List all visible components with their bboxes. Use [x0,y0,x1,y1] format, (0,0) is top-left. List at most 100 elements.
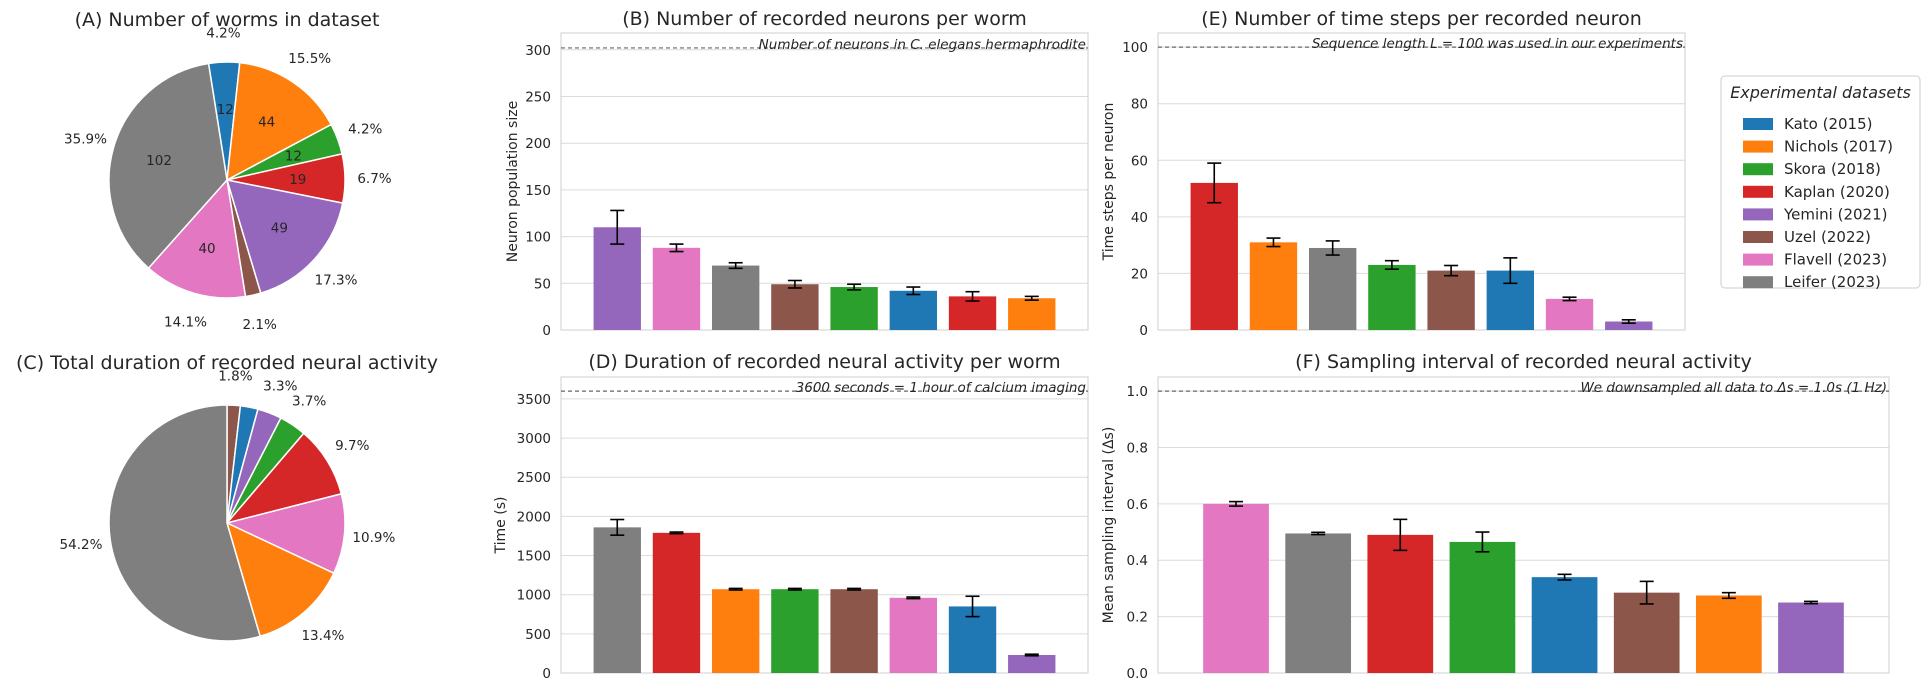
pie-percent-label: 4.2% [348,122,382,138]
legend-item-label: Nichols (2017) [1784,138,1893,156]
legend-item-label: Flavell (2023) [1784,251,1887,269]
legend-swatch [1743,276,1773,289]
pie-percent-label: 17.3% [315,272,358,288]
bar [771,589,819,673]
bar [948,296,997,330]
legend-swatch [1743,140,1773,153]
plot-frame [1157,376,1890,674]
legend-swatch [1743,118,1773,130]
bar-chart-time-steps: (E) Number of time steps per recorded ne… [1101,8,1686,339]
pie-percent-label: 13.4% [301,628,344,644]
pie-percent-label: 10.9% [352,530,395,546]
bar [830,287,878,330]
bar [771,284,819,330]
bar [889,290,938,330]
y-tick-label: 500 [525,627,551,643]
pie-percent-label: 14.1% [164,315,207,331]
reference-note: We downsampled all data to Δs = 1.0s (1 … [1580,380,1887,396]
pie-slice [225,521,335,638]
bar [889,597,938,673]
pie-percent-label: 1.8% [218,369,252,385]
legend-item-label: Kato (2015) [1784,115,1872,133]
y-tick-label: 1.0 [1127,384,1148,400]
legend: Experimental datasets Kato (2015) Nichols … [1720,75,1921,291]
bar [1695,595,1762,673]
y-tick-label: 100 [1122,40,1148,56]
pie-percent-label: 3.3% [263,378,297,394]
pie-slice [108,62,228,270]
bar-chart-neurons-per-worm: (B) Number of recorded neurons per worm 0… [505,8,1089,339]
y-tick-label: 300 [525,43,551,59]
y-tick-label: 2000 [517,509,551,525]
pie-slice [224,492,346,575]
bar [948,606,997,673]
pie-percent-label: 6.7% [357,171,391,187]
legend-swatch [1743,185,1773,198]
pie-percent-label: 2.1% [243,317,277,333]
bar [830,589,878,673]
pie-percent-label: 35.9% [64,131,107,147]
reference-note: Number of neurons in C. elegans hermaphr… [759,37,1086,53]
bar [1190,182,1238,330]
pie-count-label: 44 [258,114,275,130]
y-tick-label: 100 [525,230,551,246]
pie-slice [226,61,333,182]
pie-percent-label: 9.7% [335,438,369,454]
y-tick-label: 0.6 [1127,497,1148,513]
bar [1008,298,1056,330]
y-tick-label: 0 [1139,323,1148,339]
legend-item-label: Skora (2018) [1784,160,1881,178]
chart-title: (C) Total duration of recorded neural ac… [16,352,438,374]
chart-title: (F) Sampling interval of recorded neural… [1295,351,1752,373]
y-axis-label: Time steps per neuron [1101,103,1117,262]
y-tick-label: 60 [1131,153,1148,169]
pie-percent-label: 15.5% [288,51,331,67]
pie-percent-label: 3.7% [292,394,326,410]
y-tick-label: 150 [525,183,551,199]
plot-frame [560,376,1089,674]
y-tick-label: 3500 [517,392,551,408]
plot-frame [1157,32,1686,331]
y-tick-label: 0.2 [1127,610,1148,626]
reference-note: 3600 seconds = 1 hour of calcium imaging [796,380,1087,396]
y-tick-label: 50 [534,276,551,292]
pie-chart-worms: (A) Number of worms in dataset4.2%1215.5… [64,9,392,333]
bar [1427,270,1475,330]
chart-title: (A) Number of worms in dataset [75,9,380,31]
pie-chart-total-duration: (C) Total duration of recorded neural ac… [16,352,438,644]
bar-chart-duration-per-worm: (D) Duration of recorded neural activity… [493,351,1089,682]
y-axis-label: Mean sampling interval (Δs) [1101,427,1117,624]
y-tick-label: 0 [542,666,551,682]
legend-swatch [1743,231,1773,243]
legend-swatch [1743,253,1773,266]
y-tick-label: 250 [525,90,551,106]
bar [711,265,760,330]
y-tick-label: 3000 [517,431,551,447]
bar [1613,592,1680,673]
bar [593,527,641,673]
bar [1249,242,1298,330]
bar [1531,577,1598,673]
y-tick-label: 40 [1131,210,1148,226]
bar [652,532,701,673]
pie-percent-label: 54.2% [60,537,103,553]
pie-slice [225,179,344,295]
pie-count-label: 19 [289,172,306,188]
y-tick-label: 0 [542,323,551,339]
legend-item-label: Leifer (2023) [1784,273,1881,291]
y-tick-label: 1000 [517,588,551,604]
bar [1367,534,1434,673]
bar [1778,602,1844,673]
pie-count-label: 40 [198,241,215,257]
bar [1285,533,1352,673]
legend-item-label: Kaplan (2020) [1784,183,1890,201]
y-tick-label: 0.8 [1127,440,1148,456]
y-axis-label: Time (s) [493,497,509,555]
legend-title: Experimental datasets [1730,83,1911,102]
chart-title: (D) Duration of recorded neural activity… [588,351,1060,373]
reference-note: Sequence length L = 100 was used in our … [1312,36,1683,52]
bar [1008,654,1056,673]
pie-count-label: 49 [271,221,288,237]
bar [652,247,701,330]
